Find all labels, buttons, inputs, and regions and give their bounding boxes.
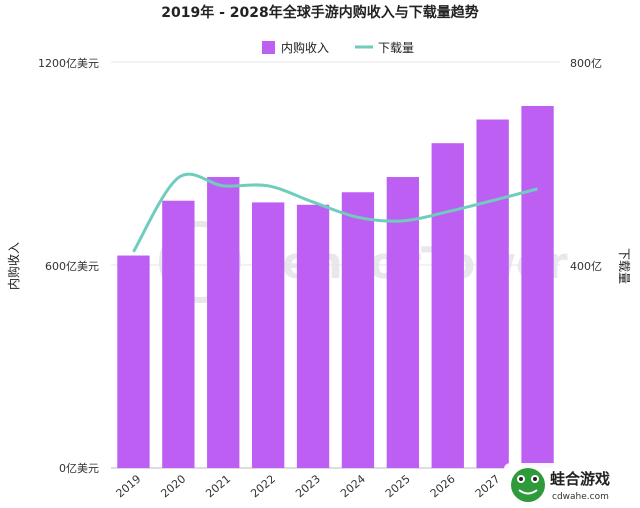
bar-2023 <box>296 204 330 468</box>
legend: 内购收入 下载量 <box>262 40 414 55</box>
bar-2025 <box>386 177 420 469</box>
bar-2024 <box>341 192 375 468</box>
x-axis: 2019202020212022202320242025202620272028 <box>114 472 548 500</box>
y-axis-left: 0亿美元 600亿美元 1200亿美元 <box>38 57 99 475</box>
bar-2021 <box>207 177 240 469</box>
x-tick-2027: 2027 <box>473 472 503 500</box>
y-tick-1200: 1200亿美元 <box>38 57 99 70</box>
bar-2026 <box>431 143 464 468</box>
y-tick-600: 600亿美元 <box>45 260 99 273</box>
y-tick-0: 0亿美元 <box>59 462 99 475</box>
logo-name: 蛙合游戏 <box>550 470 610 488</box>
x-tick-2019: 2019 <box>114 472 144 500</box>
x-tick-2025: 2025 <box>383 472 413 500</box>
x-tick-2020: 2020 <box>158 472 188 500</box>
y-axis-right: 400亿 800亿 <box>570 57 602 273</box>
x-tick-2026: 2026 <box>428 472 458 500</box>
y2-tick-800: 800亿 <box>570 57 602 70</box>
bar-2027 <box>476 119 509 469</box>
legend-label-revenue: 内购收入 <box>281 40 329 55</box>
frog-logo-icon <box>511 468 545 502</box>
y-axis-title: 内购收入 <box>6 242 21 290</box>
bar-2022 <box>251 202 285 469</box>
y2-axis-title: 下载量 <box>617 248 631 284</box>
source-logo: 蛙合游戏 cdwahe.com <box>504 463 638 507</box>
chart-title: 2019年 - 2028年全球手游内购收入与下载量趋势 <box>161 4 479 21</box>
bar-2028 <box>521 105 554 468</box>
x-tick-2023: 2023 <box>293 472 323 500</box>
bar-2019 <box>117 255 150 468</box>
x-tick-2022: 2022 <box>248 472 278 500</box>
downloads-line <box>132 172 538 253</box>
x-tick-2021: 2021 <box>203 472 233 500</box>
bar-2020 <box>162 200 195 468</box>
legend-label-downloads: 下载量 <box>378 41 414 55</box>
bar-series <box>117 105 554 469</box>
x-tick-2024: 2024 <box>338 472 368 500</box>
y2-tick-400: 400亿 <box>570 260 602 273</box>
legend-swatch-revenue <box>262 41 275 54</box>
logo-url: cdwahe.com <box>552 492 609 502</box>
